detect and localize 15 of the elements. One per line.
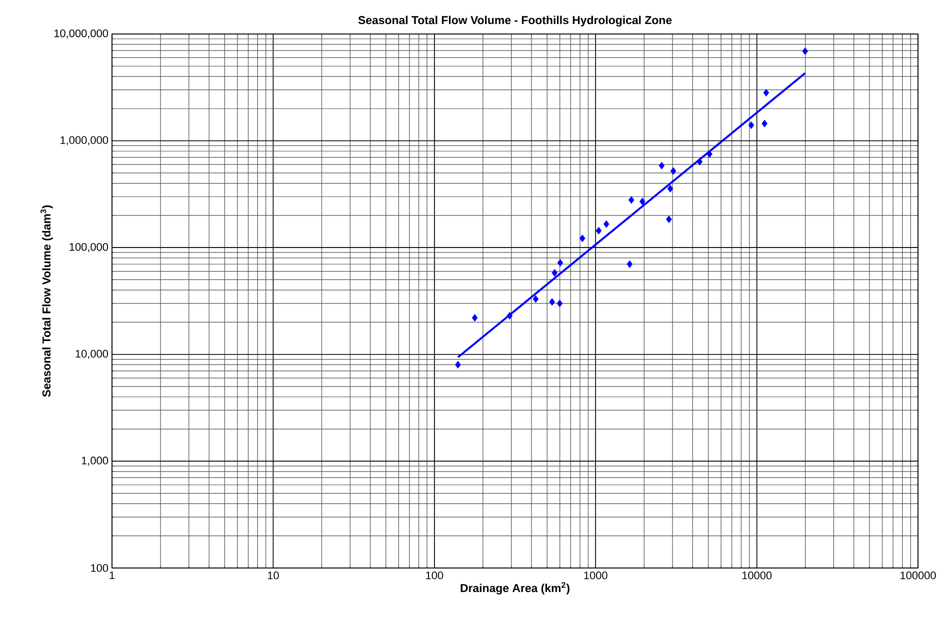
y-tick-label: 100,000 [70, 243, 108, 252]
x-tick-label: 1000 [584, 572, 608, 580]
x-tick-label: 1 [110, 572, 115, 580]
chart-title: Seasonal Total Flow Volume - Foothills Hydrological Zone [358, 16, 672, 26]
y-axis-title: Seasonal Total Flow Volume (dam$^{3}$) [40, 205, 53, 397]
y-tick-label: 10,000,000 [54, 29, 108, 39]
y-tick-label: 100 [91, 564, 108, 572]
x-tick-label: 100 [426, 572, 444, 580]
y-tick-label: 10,000 [76, 350, 108, 359]
x-tick-label: 10 [268, 572, 279, 580]
x-tick-label: 10000 [742, 572, 772, 580]
y-tick-label: 1,000,000 [60, 136, 108, 146]
x-tick-label: 100000 [900, 572, 936, 580]
y-tick-label: 1,000 [82, 456, 108, 466]
x-axis-title: Drainage Area (km$^{2}$) [460, 582, 570, 594]
